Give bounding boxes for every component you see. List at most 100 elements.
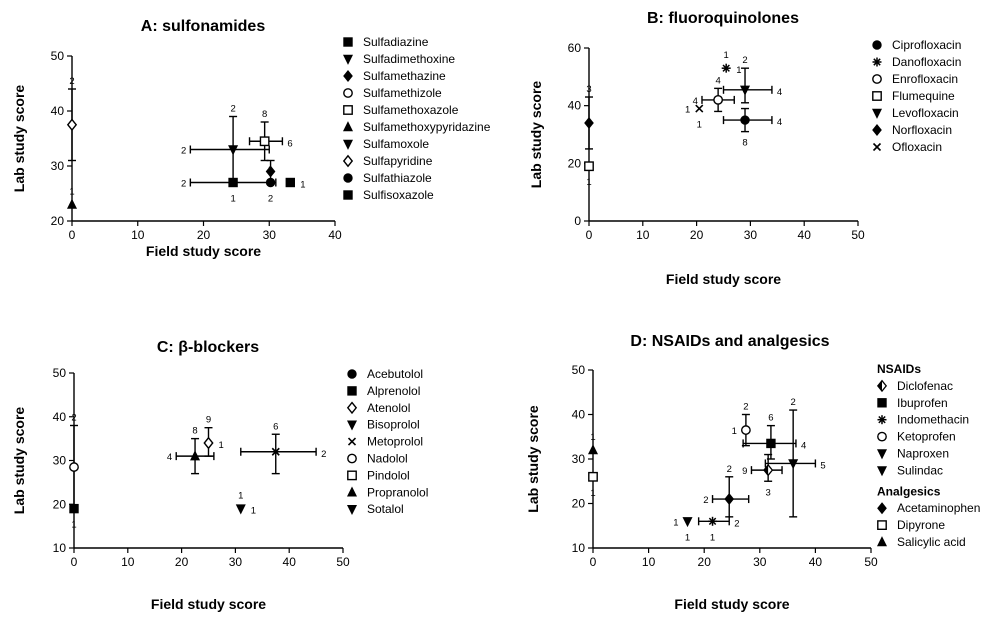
legend-entry: Pindolol (367, 468, 410, 482)
legend-marker-nadolol (347, 453, 357, 464)
data-label: 1 (71, 520, 76, 531)
legend-marker-acebutolol (347, 369, 357, 379)
legend-entry: Norfloxacin (892, 123, 952, 137)
legend-entry: Sulfamethoxypyridazine (363, 120, 491, 134)
legend: Sulfadiazine Sulfadimethoxine Sulfamethazi… (342, 35, 491, 202)
legend-marker-sulfadiazine (343, 37, 353, 47)
point-sulfisoxazole (285, 177, 295, 188)
legend-marker-levofloxacin (871, 108, 883, 119)
legend-entry: Bisoprolol (367, 418, 420, 432)
x-axis-label: Field study score (146, 243, 261, 259)
y-tick-label: 40 (572, 408, 586, 422)
legend-marker-ibuprofen (877, 398, 887, 408)
x-tick-label: 40 (328, 228, 342, 242)
y-tick-label: 30 (572, 452, 586, 466)
legend-marker-pindolol (347, 470, 357, 481)
point-nadolol (69, 462, 79, 472)
data-label: 1 (685, 105, 690, 116)
x-tick-label: 30 (753, 555, 767, 569)
legend-marker-dipyrone (877, 520, 887, 531)
point-sulfapyridine (66, 118, 78, 132)
data-label: 1 (238, 491, 243, 502)
data-label: 4 (693, 96, 698, 107)
x-tick-label: 10 (121, 555, 135, 569)
legend-entry: Alprenolol (367, 384, 420, 398)
x-axis-label: Field study score (151, 596, 266, 612)
legend-entry: Sulfadiazine (363, 35, 429, 49)
legend-marker-ketoprofen (877, 431, 887, 442)
legend-marker-sulfisoxazole (343, 190, 353, 200)
legend-marker-atenolol (346, 401, 358, 415)
panel-d: D: NSAIDs and analgesics 0 10 20 30 40 50 10 20 3… (525, 333, 980, 612)
point-sotalol (235, 504, 246, 515)
data-label: 2 (734, 518, 739, 529)
panel-b: B: fluoroquinolones 0 10 20 30 40 50 0 20 40 60 Fie… (528, 10, 961, 287)
data-label: 8 (262, 109, 267, 120)
legend-marker-naproxen (876, 449, 888, 460)
data-label: 1 (732, 426, 737, 437)
legend-entry: Acetaminophen (897, 501, 980, 515)
data-label: 1 (590, 432, 595, 443)
legend-marker-sulfamoxole (342, 139, 354, 150)
y-tick-label: 40 (51, 104, 65, 118)
y-tick-label: 10 (53, 541, 67, 555)
legend-entry: Sotalol (367, 502, 404, 516)
point-naproxen (788, 459, 799, 470)
point-sulindac (682, 517, 693, 528)
data-label: 6 (287, 138, 292, 149)
x-axis-label: Field study score (666, 271, 781, 287)
data-label: 1 (219, 440, 224, 451)
point-sulfamethoxypyridazine (66, 198, 78, 209)
legend-marker-alprenolol (347, 386, 357, 396)
x-tick-label: 20 (175, 555, 189, 569)
legend-entry: Ciprofloxacin (892, 38, 961, 52)
x-tick-label: 10 (131, 228, 145, 242)
data-label: 2 (727, 464, 732, 475)
legend-entry: Sulfisoxazole (363, 188, 434, 202)
x-tick-label: 0 (590, 555, 597, 569)
data-label: 1 (300, 180, 305, 191)
data-label: 3 (765, 487, 770, 498)
x-tick-label: 40 (283, 555, 297, 569)
data-label: 8 (192, 426, 197, 437)
data-label: 6 (273, 421, 278, 432)
y-tick-label: 10 (572, 541, 586, 555)
x-tick-label: 10 (642, 555, 656, 569)
data-label: 2 (181, 146, 186, 157)
x-tick-label: 20 (197, 228, 211, 242)
x-tick-label: 40 (809, 555, 823, 569)
x-tick-label: 40 (798, 228, 812, 242)
data-label: 2 (791, 397, 796, 408)
data-label: 1 (230, 194, 235, 205)
y-axis-label: Lab study score (525, 405, 541, 513)
legend-entry: Danofloxacin (892, 55, 961, 69)
legend-marker-flumequine (872, 91, 882, 101)
point-propranolol (190, 450, 201, 461)
data-label: 6 (768, 413, 773, 424)
y-tick-label: 50 (51, 49, 65, 63)
data-label: 2 (268, 194, 273, 205)
legend-marker-sulfamethazine (343, 70, 353, 82)
x-tick-label: 30 (229, 555, 243, 569)
y-tick-label: 40 (568, 99, 582, 113)
x-tick-label: 30 (744, 228, 758, 242)
data-label: 2 (69, 76, 74, 87)
data-label: 4 (777, 87, 782, 98)
point-norfloxacin (584, 116, 594, 129)
y-tick-label: 30 (51, 159, 65, 173)
legend-entry: Ketoprofen (897, 430, 956, 444)
legend-entry: Naproxen (897, 447, 949, 461)
panel-title: D: NSAIDs and analgesics (630, 333, 829, 350)
panel-a: A: sulfonamides 0 10 20 30 40 20 30 40 50 Field st… (11, 18, 491, 259)
data-label: 8 (742, 138, 747, 149)
point-ibuprofen (766, 438, 776, 449)
data-label: 2 (181, 179, 186, 190)
x-axis-label: Field study score (674, 596, 789, 612)
legend-marker-metoprolol (347, 437, 357, 446)
legend-entry: Sulfamoxole (363, 137, 429, 151)
legend-entry: Indomethacin (897, 413, 969, 427)
legend: Acebutolol Alprenolol Atenolol Bisoprolol Me… (346, 367, 428, 516)
x-tick-label: 20 (698, 555, 712, 569)
